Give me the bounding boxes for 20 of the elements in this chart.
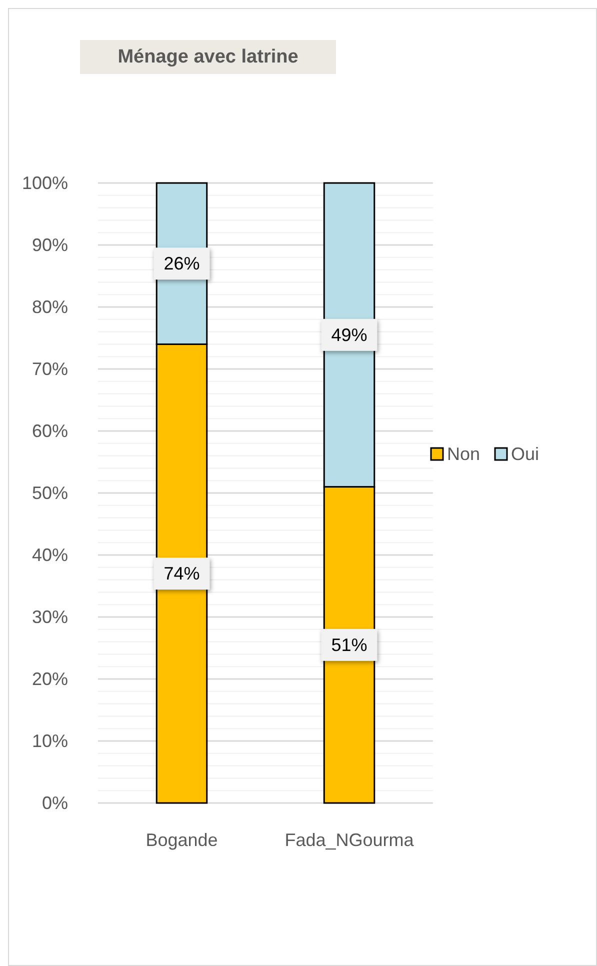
y-tick-label: 40% [32,545,68,565]
data-label: 26% [164,254,200,274]
y-tick-label: 60% [32,421,68,441]
legend-label: Oui [511,444,540,464]
y-tick-label: 10% [32,731,68,751]
y-tick-label: 0% [42,793,68,813]
data-label: 51% [331,634,368,655]
x-tick-label: Bogande [146,830,218,850]
y-tick-label: 30% [32,607,68,627]
legend-label: Non [447,444,480,464]
y-tick-label: 100% [22,173,68,193]
y-tick-label: 20% [32,669,68,689]
chart-title: Ménage avec latrine [118,46,298,68]
y-tick-label: 90% [32,235,68,255]
y-tick-label: 80% [32,297,68,317]
data-label: 74% [164,564,200,584]
y-tick-label: 70% [32,359,68,379]
y-tick-label: 50% [32,483,68,503]
data-label: 49% [331,324,368,345]
x-tick-label: Fada_NGourma [284,830,415,850]
